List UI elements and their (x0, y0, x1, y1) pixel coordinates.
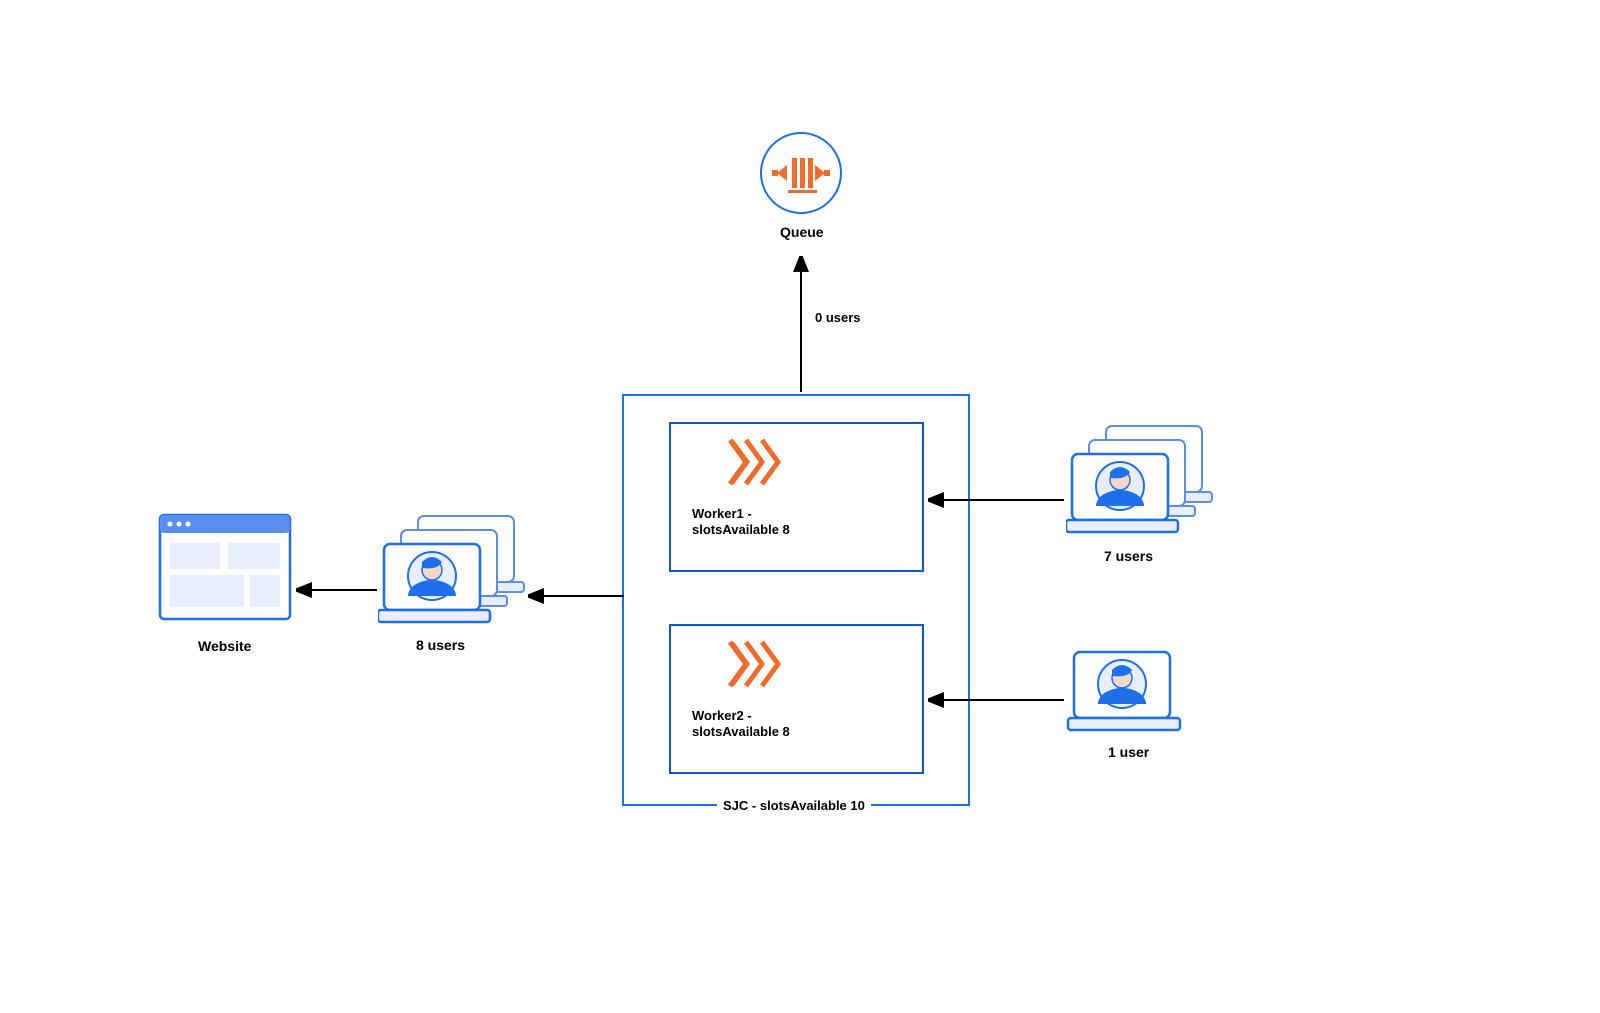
arrow-region-to-queue (790, 256, 812, 396)
worker2-line1: Worker2 - (692, 708, 752, 723)
region-label: SJC - slotsAvailable 10 (717, 798, 871, 813)
worker1-box (669, 422, 924, 572)
worker2-line2: slotsAvailable 8 (692, 724, 790, 739)
arrow-users8-to-website (296, 580, 381, 600)
users-7-icon (1066, 420, 1216, 550)
arrow-region-to-users8 (528, 586, 628, 606)
worker1-line1: Worker1 - (692, 506, 752, 521)
arrow-user1-to-worker2 (928, 690, 1068, 710)
users-8-icon (378, 510, 528, 640)
users-8-label: 8 users (416, 637, 465, 653)
worker-icon (724, 434, 784, 490)
website-icon (158, 513, 292, 621)
worker2-text: Worker2 - slotsAvailable 8 (692, 708, 790, 741)
worker1-text: Worker1 - slotsAvailable 8 (692, 506, 790, 539)
worker1-line2: slotsAvailable 8 (692, 522, 790, 537)
user-1-label: 1 user (1108, 744, 1149, 760)
diagram-canvas: Queue 0 users SJC - slotsAvailable 10 Wo… (0, 0, 1600, 1013)
website-label: Website (198, 638, 251, 654)
queue-label: Queue (780, 224, 824, 240)
worker2-box (669, 624, 924, 774)
arrow-users7-to-worker1 (928, 490, 1068, 510)
arrow-up-label: 0 users (815, 310, 861, 325)
queue-icon (758, 130, 844, 216)
worker-icon (724, 636, 784, 692)
users-7-label: 7 users (1104, 548, 1153, 564)
user-1-icon (1066, 646, 1184, 746)
